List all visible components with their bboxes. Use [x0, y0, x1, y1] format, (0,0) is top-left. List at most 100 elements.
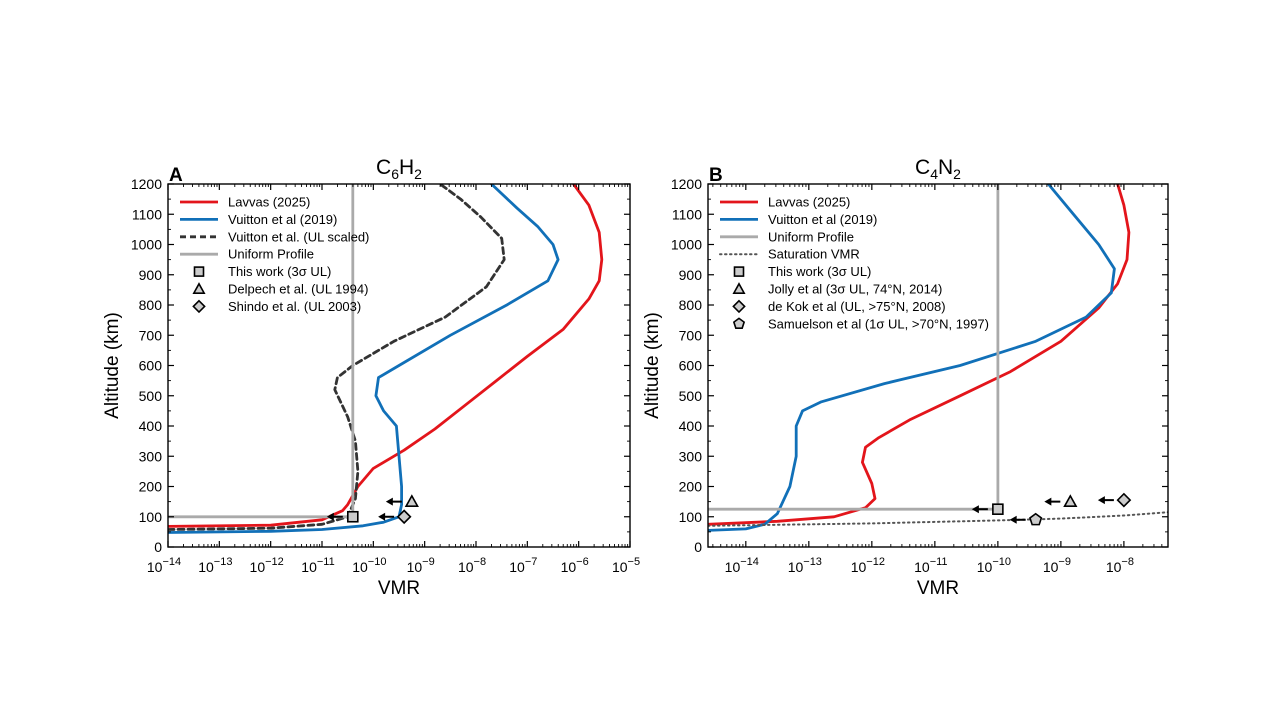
legend-label: This work (3σ UL)	[228, 264, 331, 279]
x-tick-exponent: −13	[803, 556, 822, 568]
marker-square-this-work-3-ul	[346, 510, 359, 523]
legend-label: Uniform Profile	[768, 229, 854, 244]
x-tick-exponent: −7	[525, 556, 538, 568]
x-tick-exponent: −6	[576, 556, 589, 568]
y-tick-label: 1100	[672, 206, 702, 222]
title-subscript: 2	[953, 166, 961, 182]
x-tick-base: 10	[352, 559, 368, 575]
y-tick-label: 700	[679, 327, 703, 343]
x-tick-label: 10−9	[1043, 556, 1071, 575]
panel-b: 10−14 10−13 10−12 10−11 10−10 10−9 10−80100200…	[642, 156, 1169, 599]
x-tick-base: 10	[914, 559, 930, 575]
title-subscript: 2	[414, 166, 422, 182]
legend-item-uniform-profile: Uniform Profile	[720, 229, 854, 244]
marker-square-this-work-3-ul	[992, 503, 1004, 515]
series-line-vuitton-et-al-2019	[168, 184, 560, 534]
x-axis-label: VMR	[378, 578, 420, 599]
y-tick-label: 100	[139, 509, 163, 525]
series-line-vuitton-et-al-2019	[708, 184, 1116, 532]
legend-swatch-square	[193, 266, 205, 277]
series-line-lavvas-2025	[168, 184, 604, 528]
y-tick-label: 1200	[131, 176, 162, 192]
legend-swatch-triangle	[192, 282, 206, 294]
legend-item-shindo-et-al-ul-2003: Shindo et al. (UL 2003)	[192, 299, 361, 314]
marker-group-this-work-3-ul	[326, 510, 359, 523]
x-tick-exponent: −9	[422, 556, 435, 568]
x-tick-label: 10−13	[788, 556, 822, 575]
legend-item-delpech-et-al-ul-1994: Delpech et al. (UL 1994)	[192, 282, 368, 297]
y-tick-label: 600	[679, 358, 703, 374]
x-tick-label: 10−13	[198, 556, 232, 575]
legend: Lavvas (2025) Vuitton et al (2019) Vuitton…	[180, 195, 369, 314]
x-tick-label: 10−8	[1106, 556, 1134, 575]
marker-group-shindo-et-al-ul-2003	[378, 509, 412, 525]
legend-label: Saturation VMR	[768, 247, 860, 262]
y-tick-label: 200	[139, 479, 163, 495]
x-tick-base: 10	[612, 559, 628, 575]
y-tick-label: 1100	[132, 206, 162, 222]
marker-pentagon-samuelson-et-al-1-ul-70-n-1997	[1029, 512, 1043, 526]
marker-group-samuelson-et-al-1-ul-70-n-1997	[1009, 512, 1043, 526]
marker-diamond-shindo-et-al-ul-2003	[396, 509, 412, 525]
legend-item-vuitton-et-al-2019: Vuitton et al (2019)	[720, 212, 877, 227]
x-tick-exponent: −13	[214, 556, 233, 568]
legend-label: This work (3σ UL)	[768, 264, 871, 279]
upper-limit-arrow-head	[1009, 515, 1017, 524]
x-tick-exponent: −8	[474, 556, 487, 568]
title-subscript: 6	[391, 166, 399, 182]
y-tick-label: 800	[139, 297, 163, 313]
panel-letter: B	[709, 165, 723, 186]
legend-swatch-square	[733, 266, 745, 277]
x-tick-label: 10−10	[352, 556, 386, 575]
legend-label: Vuitton et al. (UL scaled)	[228, 229, 369, 244]
legend-swatch-triangle	[732, 282, 746, 294]
y-tick-label: 0	[694, 539, 702, 555]
legend-label: Uniform Profile	[228, 247, 314, 262]
legend: Lavvas (2025) Vuitton et al (2019) Uniform…	[719, 195, 989, 331]
x-tick-exponent: −11	[317, 556, 335, 568]
x-tick-base: 10	[147, 559, 163, 575]
marker-triangle-jolly-et-al-3-ul-74-n-2014	[1063, 494, 1078, 508]
marker-triangle-delpech-et-al-ul-1994	[404, 494, 419, 508]
legend-label: Lavvas (2025)	[228, 195, 310, 210]
y-tick-label: 0	[154, 539, 162, 555]
upper-limit-arrow-head	[385, 497, 393, 506]
upper-limit-arrow-head	[378, 512, 386, 521]
y-tick-label: 200	[679, 479, 703, 495]
x-tick-exponent: −5	[628, 556, 641, 568]
title-part: C	[915, 156, 930, 179]
series-line-lavvas-2025	[708, 184, 1131, 526]
x-tick-label: 10−11	[301, 556, 334, 575]
panel-a: 10−14 10−13 10−12 10−11 10−10 10−9 10−8 10−7 10−…	[102, 156, 640, 599]
marker-group-jolly-et-al-3-ul-74-n-2014	[1044, 494, 1078, 508]
legend-item-de-kok-et-al-ul-75-n-2008: de Kok et al (UL, >75°N, 2008)	[732, 299, 946, 314]
x-tick-label: 10−14	[147, 556, 181, 575]
x-tick-base: 10	[458, 559, 474, 575]
upper-limit-arrow-head	[971, 505, 979, 514]
x-tick-label: 10−12	[250, 556, 284, 575]
x-tick-exponent: −10	[992, 556, 1011, 568]
title-part: N	[938, 156, 953, 179]
x-tick-base: 10	[788, 559, 804, 575]
x-tick-exponent: −12	[265, 556, 284, 568]
chart-title: C6H2	[376, 156, 422, 182]
x-tick-exponent: −9	[1058, 556, 1071, 568]
legend-label: Vuitton et al (2019)	[228, 212, 337, 227]
upper-limit-arrow-head	[326, 512, 334, 521]
x-tick-base: 10	[1043, 559, 1059, 575]
series-line-saturation-vmr	[708, 511, 1168, 527]
x-tick-base: 10	[561, 559, 577, 575]
legend-item-vuitton-et-al-2019: Vuitton et al (2019)	[180, 212, 337, 227]
x-tick-base: 10	[509, 559, 525, 575]
y-tick-label: 400	[679, 418, 703, 434]
chart-title: C4N2	[915, 156, 961, 182]
x-tick-exponent: −11	[930, 556, 948, 568]
legend-item-lavvas-2025: Lavvas (2025)	[720, 195, 850, 210]
legend-item-this-work-3-ul: This work (3σ UL)	[193, 264, 331, 279]
y-tick-label: 300	[139, 448, 163, 464]
marker-group-de-kok-et-al-ul-75-n-2008	[1097, 492, 1132, 508]
x-axis-label: VMR	[917, 578, 959, 599]
x-tick-exponent: −14	[162, 556, 181, 568]
x-tick-label: 10−10	[977, 556, 1011, 575]
x-tick-exponent: −12	[866, 556, 885, 568]
